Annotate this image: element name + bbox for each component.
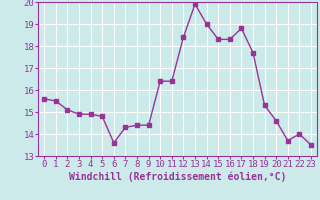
X-axis label: Windchill (Refroidissement éolien,°C): Windchill (Refroidissement éolien,°C) xyxy=(69,172,286,182)
